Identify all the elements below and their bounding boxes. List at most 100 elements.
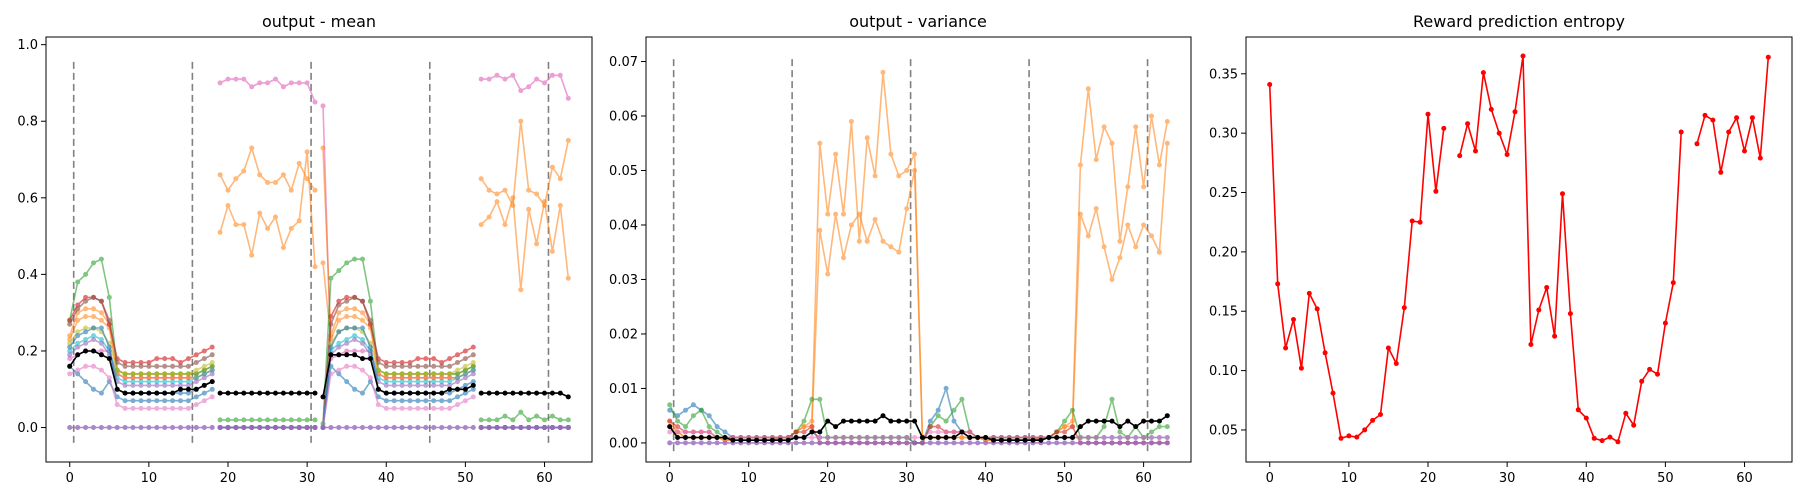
data-point <box>344 260 350 266</box>
data-point <box>249 390 255 396</box>
data-point <box>201 425 207 430</box>
data-point <box>138 425 144 430</box>
data-point <box>841 418 846 424</box>
data-point <box>170 371 176 377</box>
data-point <box>675 435 681 440</box>
data-point <box>360 348 365 354</box>
data-point <box>328 352 334 358</box>
data-point <box>431 371 437 377</box>
data-point <box>122 360 128 365</box>
data-point <box>675 429 681 435</box>
data-point <box>478 425 484 430</box>
x-tick-label: 30 <box>898 471 915 486</box>
data-point <box>1670 280 1676 286</box>
data-point <box>280 390 286 396</box>
data-point <box>178 375 183 381</box>
data-point <box>146 379 152 385</box>
data-point <box>273 76 278 82</box>
data-point <box>1117 255 1123 261</box>
data-point <box>502 187 508 193</box>
data-point <box>1062 435 1068 440</box>
data-point <box>470 367 476 373</box>
data-point <box>296 160 302 166</box>
data-point <box>494 425 500 430</box>
data-point <box>431 425 437 430</box>
data-point <box>75 371 81 377</box>
data-point <box>83 329 89 335</box>
data-point <box>1133 440 1139 446</box>
data-point <box>785 437 791 443</box>
data-point <box>470 371 476 377</box>
data-point <box>360 356 365 362</box>
data-point <box>154 356 160 362</box>
data-point <box>447 398 453 404</box>
data-point <box>1488 106 1494 112</box>
data-point <box>312 264 318 270</box>
data-point <box>510 195 516 201</box>
data-point <box>352 337 358 342</box>
series-line <box>1696 57 1770 174</box>
data-point <box>447 425 453 430</box>
data-point <box>130 398 136 404</box>
x-tick-label: 40 <box>977 471 994 486</box>
data-point <box>304 80 310 86</box>
data-point <box>1520 53 1526 59</box>
data-point <box>825 440 831 446</box>
y-tick-label: 0.10 <box>1209 364 1238 379</box>
data-point <box>360 310 365 316</box>
data-point <box>951 418 957 424</box>
data-point <box>951 440 957 446</box>
data-point <box>439 405 445 411</box>
x-tick-label: 0 <box>66 471 74 486</box>
data-point <box>336 317 342 323</box>
data-point <box>470 344 476 350</box>
data-point <box>122 398 128 404</box>
data-point <box>146 405 152 411</box>
data-point <box>912 168 918 173</box>
chart-title: output - variance <box>849 12 987 31</box>
data-point <box>975 440 981 446</box>
x-axis: 0 10 20 30 40 50 60 <box>666 462 1152 486</box>
data-point <box>706 424 712 430</box>
data-point <box>486 390 492 396</box>
data-point <box>67 363 73 369</box>
data-point <box>486 417 492 423</box>
data-point <box>478 417 484 423</box>
data-point <box>896 173 902 179</box>
data-point <box>1149 233 1154 239</box>
data-point <box>178 382 183 388</box>
data-point <box>122 375 128 381</box>
data-point <box>470 352 476 358</box>
data-point <box>170 425 176 430</box>
data-point <box>991 437 996 443</box>
data-point <box>698 407 704 413</box>
data-point <box>825 271 831 277</box>
data-point <box>1425 111 1431 117</box>
data-point <box>185 386 191 392</box>
data-point <box>534 191 540 197</box>
data-point <box>91 260 96 266</box>
data-point <box>935 435 941 440</box>
data-point <box>690 440 696 446</box>
data-point <box>439 379 445 385</box>
data-point <box>439 398 445 404</box>
data-point <box>1591 435 1597 441</box>
data-point <box>1149 429 1154 435</box>
data-point <box>455 360 460 365</box>
data-point <box>1702 112 1708 118</box>
data-point <box>399 379 405 385</box>
data-point <box>534 241 540 247</box>
y-tick-label: 0.02 <box>609 327 638 342</box>
series-2 <box>667 140 1170 443</box>
data-point <box>91 348 96 354</box>
data-point <box>162 356 168 362</box>
data-point <box>67 371 73 377</box>
y-tick-label: 1.0 <box>17 38 38 53</box>
data-point <box>888 151 894 157</box>
data-point <box>1101 418 1107 424</box>
data-point <box>75 425 81 430</box>
data-point <box>494 390 500 396</box>
data-point <box>170 405 176 411</box>
data-point <box>683 435 688 440</box>
data-point <box>1552 333 1558 339</box>
